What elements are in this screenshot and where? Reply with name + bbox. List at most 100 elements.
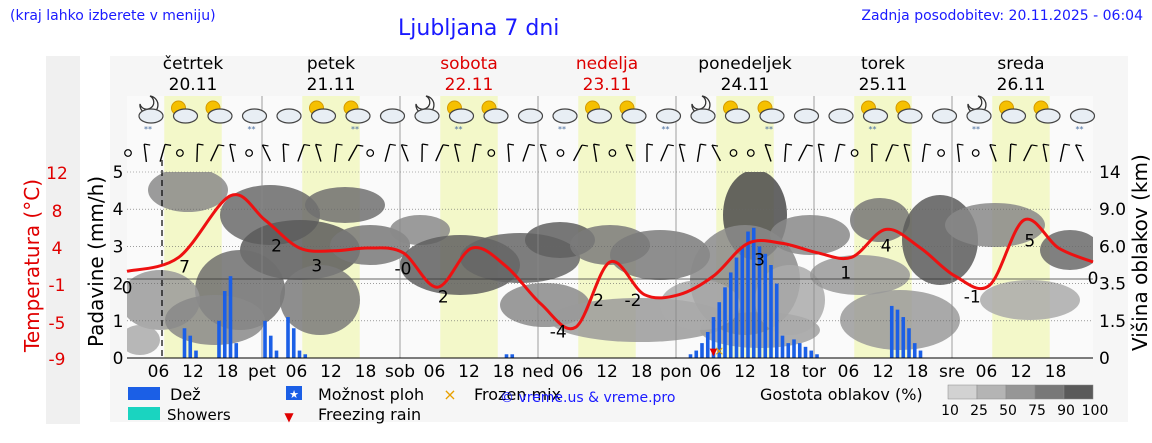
cloud-icon <box>828 108 854 124</box>
cloud-icon <box>276 108 302 124</box>
day-name: petek <box>307 54 355 74</box>
wind-barb-flag <box>1031 144 1038 147</box>
calm-wind-icon <box>556 149 565 157</box>
cloud-icon <box>138 108 164 124</box>
cloud-icon <box>552 108 578 124</box>
precip-bar <box>889 305 894 358</box>
precip-bar <box>912 343 917 358</box>
time-tick: 18 <box>217 362 239 382</box>
cloud-icon <box>414 108 440 124</box>
cloud-blob <box>980 280 1080 320</box>
wind-barb-flag <box>454 143 461 146</box>
showers-legend-label: Showers <box>167 406 231 424</box>
cloud-icon <box>621 108 647 124</box>
wind-barb-flag <box>679 143 686 146</box>
frozen-mix-marker: × <box>714 344 724 358</box>
precipitation-bars: ▼× <box>182 227 923 358</box>
precip-bar <box>780 335 785 358</box>
wind-barb-flag <box>303 143 311 147</box>
wind-barb-flag <box>700 143 707 146</box>
precip-bar <box>510 354 515 358</box>
precip-bar <box>763 253 768 358</box>
cloud-density-swatch <box>1063 384 1094 400</box>
precip-tick: 5 <box>113 163 124 183</box>
cloud-icon <box>897 108 923 124</box>
cloud-density-tick: 50 <box>999 403 1017 419</box>
precip-bar <box>757 246 762 358</box>
wind-barb-icon <box>1059 144 1065 162</box>
wind-barb-flag <box>262 144 269 147</box>
precip-bar <box>234 343 239 358</box>
precip-tick: 0 <box>113 349 124 369</box>
wind-barb-icon <box>539 144 547 162</box>
wind-barb-flag <box>957 143 964 146</box>
wind-barb-icon <box>507 143 510 163</box>
rain-legend-label: Dež <box>170 385 201 404</box>
temp-label: -2 <box>625 291 642 311</box>
wind-barb-icon <box>159 144 166 162</box>
cloud-icon <box>1000 108 1027 124</box>
rain-legend-swatch <box>128 387 160 400</box>
weather-icon: ** <box>655 108 682 134</box>
wind-barb-flag <box>904 143 911 146</box>
cloud-density-legend-label: Gostota oblakov (%) <box>760 385 923 404</box>
wind-barb-icon <box>471 144 477 162</box>
weather-icon <box>931 108 958 124</box>
precip-bar <box>786 343 791 358</box>
precip-tick: 1 <box>113 312 124 332</box>
cloud-icon <box>172 108 199 124</box>
wind-barb-icon <box>903 144 910 162</box>
precip-bar <box>769 265 773 358</box>
precip-bar <box>728 272 733 358</box>
day-name: torek <box>861 54 905 74</box>
cloud-density-tick: 10 <box>941 403 959 419</box>
cloud-density-tick: 90 <box>1057 403 1075 419</box>
daylight-band <box>440 96 498 358</box>
cloud-density-swatch <box>976 384 1007 400</box>
day-date: 25.11 <box>859 75 908 95</box>
wind-barb-flag <box>528 143 535 147</box>
wind-barb-icon <box>261 144 271 162</box>
cloud-height-tick: 14 <box>1099 163 1121 183</box>
cloud-icon <box>207 108 233 124</box>
temp-label: 3 <box>754 250 765 270</box>
wind-barb-flag <box>144 143 151 146</box>
precip-bar <box>188 335 193 358</box>
wind-barb-flag <box>507 143 515 146</box>
precip-bar <box>895 309 900 358</box>
temp-label: 0 <box>1088 269 1099 289</box>
time-tick: 06 <box>148 362 170 382</box>
precip-bar <box>751 227 756 358</box>
wind-barb-icon <box>333 143 338 163</box>
weather-icons-row: ** ** ** ** ** ** ** ** ** ** <box>138 95 1096 134</box>
wind-barb-icon <box>1075 144 1084 162</box>
weather-icon: ** <box>1069 108 1096 134</box>
cloud-density-tick: 75 <box>1028 403 1046 419</box>
weather-icon: ** <box>757 100 785 134</box>
precip-bar <box>803 346 808 358</box>
wind-barb-icon <box>711 144 722 162</box>
storm-legend-label: Možnost ploh <box>318 385 424 404</box>
cloud-icon <box>793 108 820 124</box>
wind-barb-flag <box>218 144 225 147</box>
day-date: 26.11 <box>997 75 1046 95</box>
time-tick: 06 <box>562 362 584 382</box>
wind-barb-icon <box>784 143 787 163</box>
calm-wind-icon <box>366 149 375 157</box>
cloud-blob <box>148 172 228 212</box>
time-tick: 12 <box>182 362 204 382</box>
cloud-blob <box>810 255 910 295</box>
wind-barb-icon <box>435 144 444 162</box>
precip-mark-icon: ** <box>1076 125 1084 134</box>
wind-barb-flag <box>315 143 322 146</box>
weather-icon: ** <box>447 100 475 134</box>
precip-bar <box>700 343 704 358</box>
precip-mark-icon: ** <box>662 125 670 134</box>
cloud-icon <box>931 108 958 124</box>
precip-bar <box>797 343 802 358</box>
time-tick: 18 <box>1045 362 1067 382</box>
calm-wind-icon <box>124 149 132 157</box>
showers-legend-swatch <box>128 407 160 420</box>
day-date: 21.11 <box>307 75 356 95</box>
wind-barbs-row <box>124 143 1084 163</box>
